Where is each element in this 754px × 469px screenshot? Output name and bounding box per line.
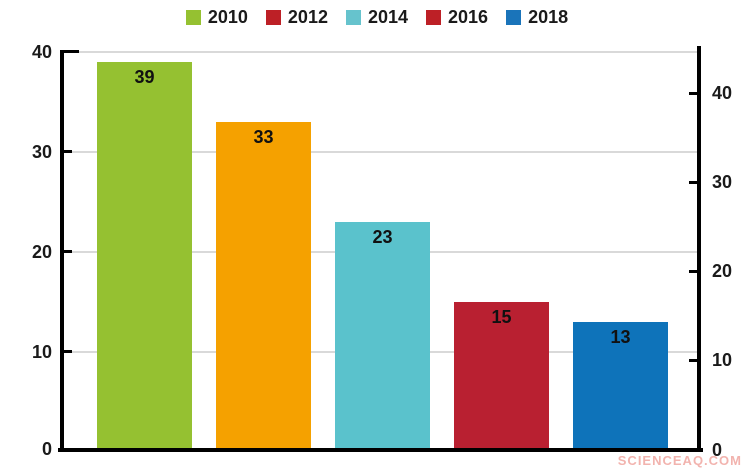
legend-label-2018: 2018 (528, 7, 569, 27)
left-axis-label-0: 0 (41, 439, 52, 459)
right-axis-label-10: 10 (712, 350, 733, 370)
bottom-axis-line (58, 448, 703, 452)
legend-item-2018: 2018 (506, 7, 568, 28)
right-axis-line (697, 46, 701, 452)
right-tick-30 (689, 181, 697, 184)
right-axis-label-30: 30 (712, 172, 733, 192)
bar-value-2012: 33 (253, 127, 274, 147)
left-axis-line (60, 50, 64, 452)
legend-swatch-2016 (426, 10, 442, 25)
right-axis-label-20: 20 (712, 261, 733, 281)
left-axis-label-10: 10 (31, 342, 52, 362)
left-axis-cap (60, 50, 79, 53)
gridline-30 (64, 151, 697, 153)
legend-item-2010: 2010 (185, 7, 248, 28)
legend-swatch-2012 (265, 10, 281, 25)
legend-swatch-2014 (345, 10, 361, 25)
legend-label-2010: 2010 (207, 7, 248, 27)
legend: 2010 2012 2014 2016 2018 (0, 7, 754, 28)
bar-2016: 15 (454, 302, 549, 452)
legend-label-2012: 2012 (287, 7, 328, 27)
right-tick-20 (689, 270, 697, 273)
bar-2018: 13 (573, 322, 668, 452)
gridline-40 (64, 51, 697, 53)
left-tick-10 (64, 350, 72, 353)
legend-label-2016: 2016 (448, 7, 489, 27)
legend-swatch-2010 (185, 10, 201, 25)
legend-item-2012: 2012 (265, 7, 328, 28)
legend-item-2016: 2016 (426, 7, 488, 28)
right-tick-40 (689, 92, 697, 95)
bar-value-2016: 15 (491, 307, 512, 327)
legend-swatch-2018 (506, 10, 522, 25)
bar-2014: 23 (335, 222, 430, 452)
bar-value-2018: 13 (610, 327, 631, 347)
left-axis-label-20: 20 (31, 242, 52, 262)
bar-value-2014: 23 (372, 227, 393, 247)
right-axis-label-40: 40 (712, 83, 733, 103)
left-axis-label-40: 40 (31, 42, 52, 62)
bar-value-2010: 39 (134, 67, 155, 87)
watermark: SCIENCEAQ.COM (617, 453, 742, 468)
left-axis-label-30: 30 (31, 142, 52, 162)
bar-2010: 39 (97, 62, 192, 452)
legend-label-2014: 2014 (367, 7, 409, 27)
legend-item-2014: 2014 (345, 7, 409, 28)
left-tick-30 (64, 150, 72, 153)
right-tick-10 (689, 359, 697, 362)
left-tick-20 (64, 250, 72, 253)
right-axis-label-0: 0 (712, 440, 723, 460)
bar-2012: 33 (216, 122, 311, 452)
